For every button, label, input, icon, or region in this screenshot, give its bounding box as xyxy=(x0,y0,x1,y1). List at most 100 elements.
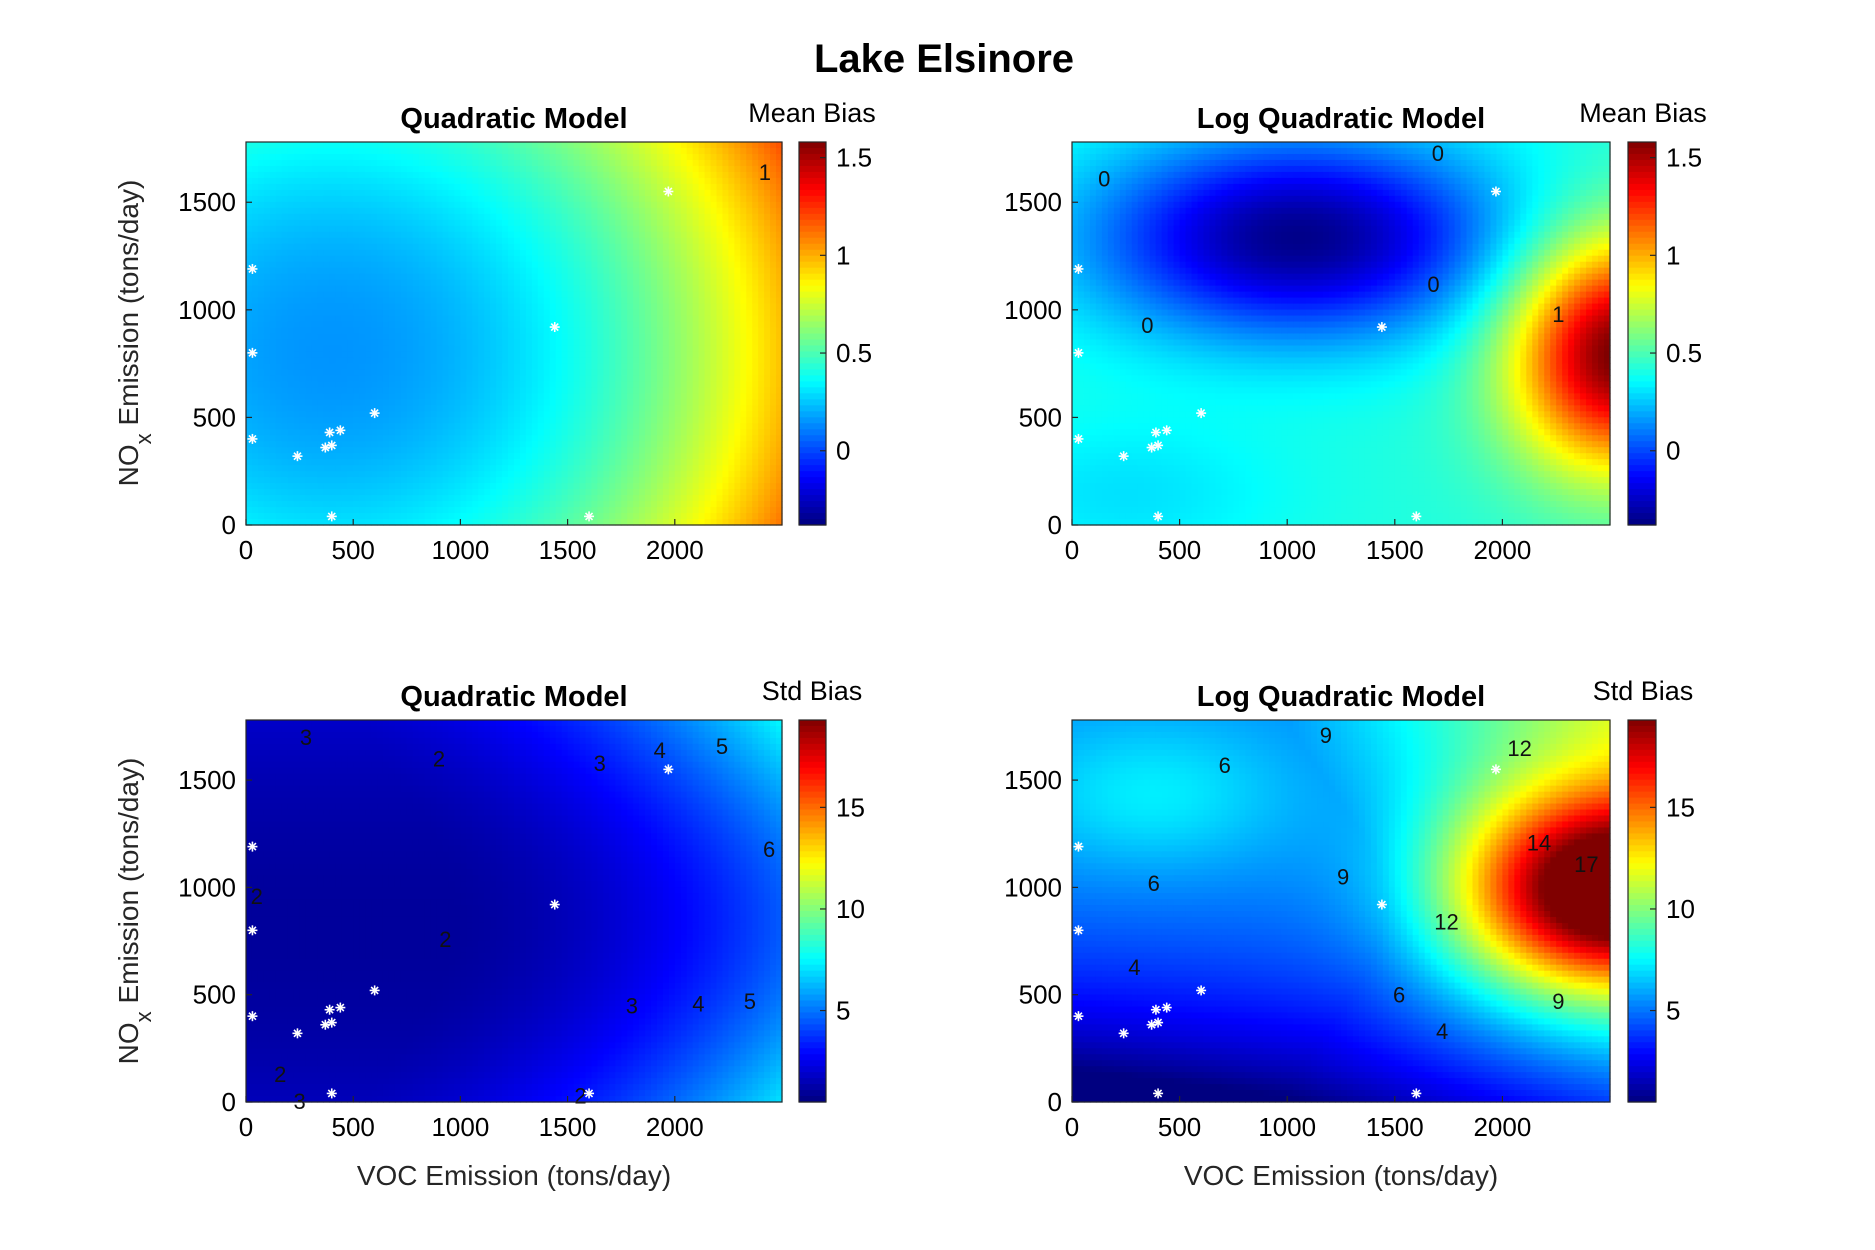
heatmap-cell xyxy=(675,495,682,502)
heatmap-cell xyxy=(443,411,450,418)
heatmap-cell xyxy=(282,423,289,430)
heatmap-cell xyxy=(300,483,307,490)
heatmap-cell xyxy=(687,393,694,400)
heatmap-cell xyxy=(663,250,670,257)
heatmap-cell xyxy=(401,286,408,293)
heatmap-cell xyxy=(532,208,539,215)
heatmap-cell xyxy=(460,250,467,257)
heatmap-cell xyxy=(294,495,301,502)
heatmap-cell xyxy=(669,250,676,257)
heatmap-cell xyxy=(627,304,634,311)
heatmap-cell xyxy=(663,160,670,167)
heatmap-cell xyxy=(312,441,319,448)
heatmap-cell xyxy=(615,220,622,227)
heatmap-cell xyxy=(460,423,467,430)
heatmap-cell xyxy=(383,214,390,221)
heatmap-cell xyxy=(252,250,259,257)
heatmap-cell xyxy=(454,166,461,173)
heatmap-cell xyxy=(413,345,420,352)
heatmap-cell xyxy=(645,214,652,221)
heatmap-cell xyxy=(651,286,658,293)
heatmap-cell xyxy=(651,280,658,287)
heatmap-cell xyxy=(282,375,289,382)
heatmap-cell xyxy=(335,184,342,191)
heatmap-cell xyxy=(270,417,277,424)
heatmap-cell xyxy=(395,220,402,227)
heatmap-cell xyxy=(699,220,706,227)
heatmap-cell xyxy=(294,232,301,239)
heatmap-cell xyxy=(496,244,503,251)
heatmap-cell xyxy=(466,244,473,251)
heatmap-cell xyxy=(294,250,301,257)
heatmap-cell xyxy=(591,429,598,436)
heatmap-cell xyxy=(550,184,557,191)
heatmap-cell xyxy=(246,184,253,191)
heatmap-cell xyxy=(603,381,610,388)
heatmap-cell xyxy=(645,435,652,442)
heatmap-cell xyxy=(568,495,575,502)
heatmap-cell xyxy=(687,447,694,454)
heatmap-cell xyxy=(532,262,539,269)
heatmap-cell xyxy=(627,250,634,257)
heatmap-cell xyxy=(526,483,533,490)
heatmap-cell xyxy=(347,399,354,406)
heatmap-cell xyxy=(478,345,485,352)
heatmap-cell xyxy=(425,387,432,394)
heatmap-cell xyxy=(532,322,539,329)
heatmap-cell xyxy=(591,226,598,233)
heatmap-cell xyxy=(687,160,694,167)
heatmap-cell xyxy=(282,226,289,233)
heatmap-cell xyxy=(437,501,444,508)
heatmap-cell xyxy=(520,507,527,514)
heatmap-cell xyxy=(460,154,467,161)
heatmap-cell xyxy=(252,148,259,155)
heatmap-cell xyxy=(496,328,503,335)
heatmap-cell xyxy=(294,262,301,269)
heatmap-cell xyxy=(526,316,533,323)
heatmap-cell xyxy=(288,166,295,173)
heatmap-cell xyxy=(496,387,503,394)
heatmap-cell xyxy=(520,286,527,293)
heatmap-cell xyxy=(484,304,491,311)
heatmap-cell xyxy=(609,298,616,305)
heatmap-cell xyxy=(568,351,575,358)
heatmap-cell xyxy=(669,172,676,179)
heatmap-cell xyxy=(580,399,587,406)
heatmap-cell xyxy=(359,280,366,287)
heatmap-cell xyxy=(556,298,563,305)
heatmap-cell xyxy=(389,244,396,251)
heatmap-cell xyxy=(681,501,688,508)
heatmap-cell xyxy=(437,214,444,221)
heatmap-cell xyxy=(282,322,289,329)
heatmap-cell xyxy=(633,417,640,424)
heatmap-cell xyxy=(353,250,360,257)
heatmap-cell xyxy=(395,142,402,149)
heatmap-cell xyxy=(443,244,450,251)
heatmap-cell xyxy=(609,286,616,293)
heatmap-cell xyxy=(669,357,676,364)
heatmap-cell xyxy=(276,250,283,257)
heatmap-cell xyxy=(472,304,479,311)
heatmap-cell xyxy=(609,345,616,352)
heatmap-cell xyxy=(597,381,604,388)
heatmap-cell xyxy=(359,310,366,317)
heatmap-cell xyxy=(407,369,414,376)
heatmap-cell xyxy=(580,387,587,394)
heatmap-cell xyxy=(425,495,432,502)
heatmap-cell xyxy=(675,417,682,424)
heatmap-cell xyxy=(466,208,473,215)
heatmap-cell xyxy=(544,423,551,430)
heatmap-cell xyxy=(699,435,706,442)
heatmap-cell xyxy=(645,292,652,299)
heatmap-cell xyxy=(681,268,688,275)
heatmap-cell xyxy=(657,244,664,251)
heatmap-cell xyxy=(675,286,682,293)
heatmap-cell xyxy=(407,423,414,430)
heatmap-cell xyxy=(437,429,444,436)
heatmap-cell xyxy=(300,148,307,155)
heatmap-cell xyxy=(401,393,408,400)
heatmap-cell xyxy=(681,477,688,484)
heatmap-cell xyxy=(633,471,640,478)
heatmap-cell xyxy=(264,411,271,418)
heatmap-cell xyxy=(335,489,342,496)
